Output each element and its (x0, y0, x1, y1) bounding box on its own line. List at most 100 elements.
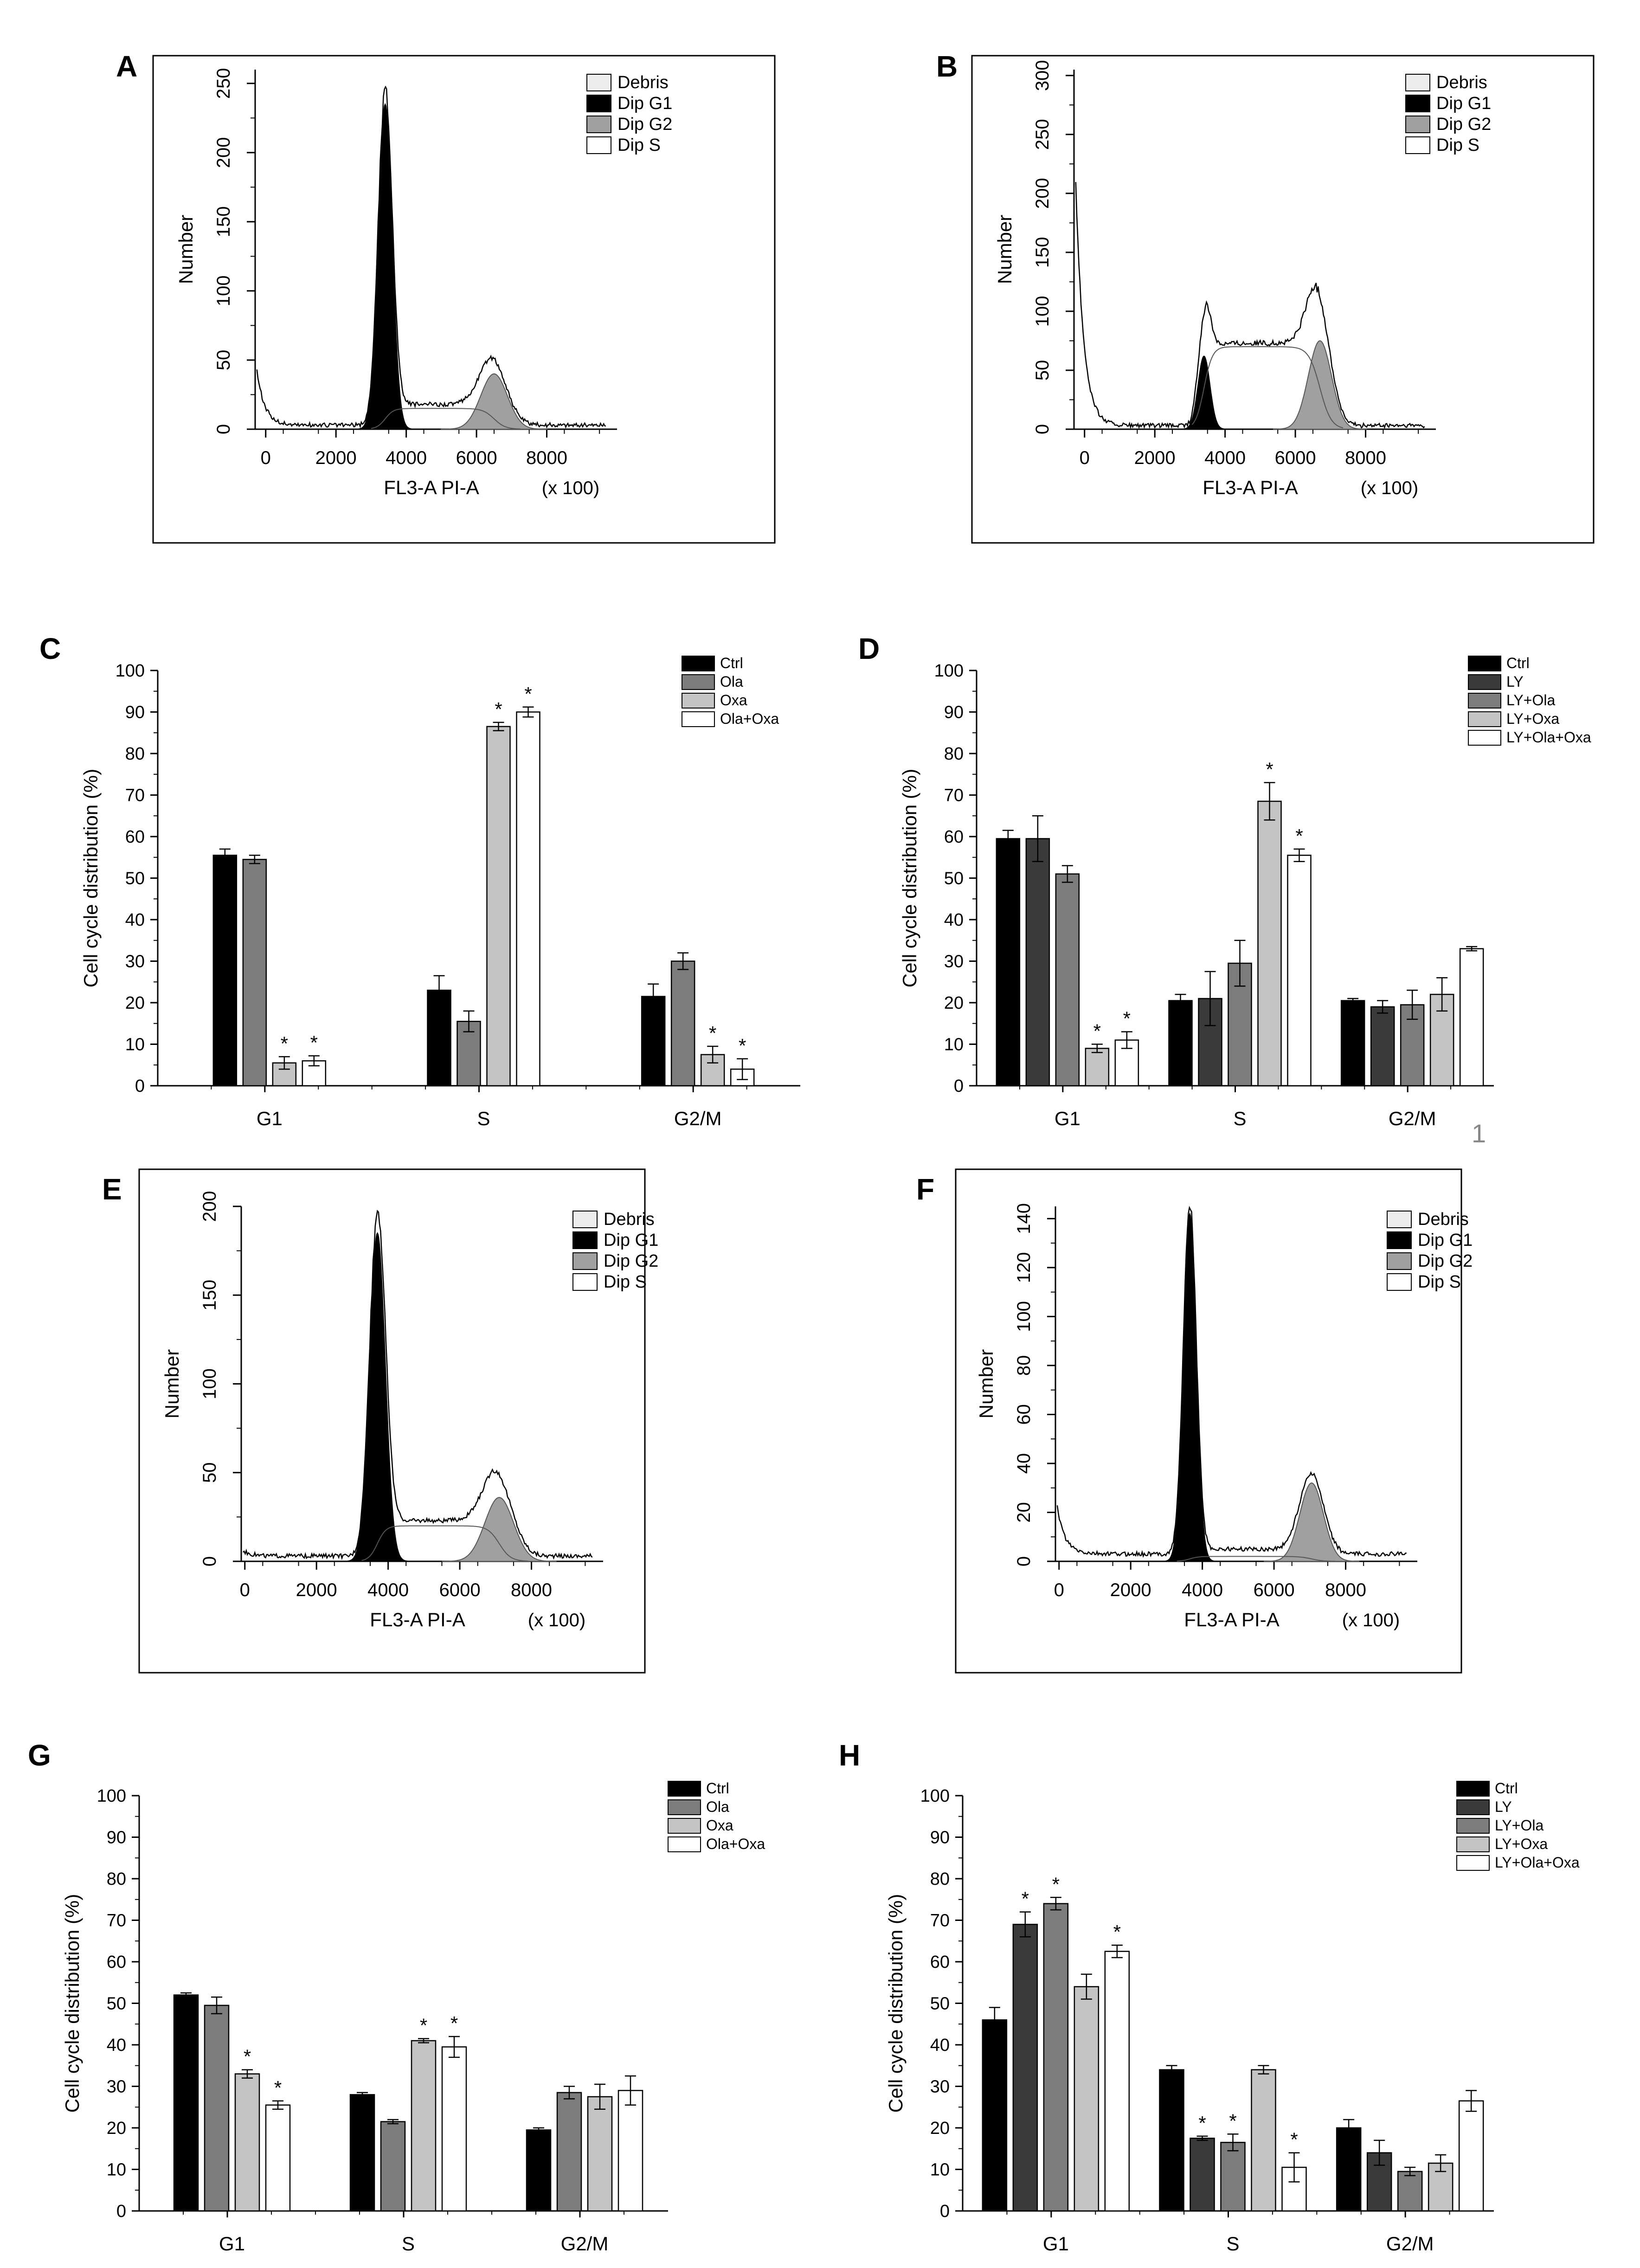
legend-swatch (1468, 730, 1501, 746)
x-tick-label: 4000 (367, 1580, 409, 1600)
legend-label: Dip G1 (1418, 1231, 1473, 1250)
legend-label: Dip G1 (1436, 94, 1491, 113)
x-tick-label: G1 (257, 1108, 283, 1129)
bar-oxa (587, 2096, 613, 2212)
legend-swatch (1468, 693, 1501, 709)
y-tick-label: 20 (125, 993, 145, 1013)
legend-swatch (572, 1273, 598, 1291)
y-tick-label: 250 (1032, 119, 1053, 150)
x-tick-label: S (477, 1108, 490, 1129)
g2-peak (442, 1497, 557, 1562)
y-tick-label: 80 (1014, 1355, 1034, 1376)
y-tick-label: 0 (1032, 424, 1053, 434)
y-tick-label: 20 (1014, 1502, 1034, 1523)
y-tick-label: 40 (944, 910, 964, 930)
y-tick-label: 60 (125, 827, 145, 847)
x-tick-label: 4000 (1182, 1580, 1223, 1600)
bar-ly (1025, 838, 1050, 1087)
bar-ly-oxa (1085, 1048, 1110, 1087)
histogram-envelope (1056, 1205, 1407, 1558)
y-tick-label: 100 (1032, 296, 1053, 327)
legend-swatch (668, 1818, 701, 1834)
bar-ly-ola-oxa (1458, 2100, 1484, 2212)
bar-ctrl (427, 989, 451, 1087)
y-tick-label: 100 (920, 1786, 950, 1806)
x-multiplier: (x 100) (1342, 1610, 1400, 1630)
significance-star: * (1052, 1873, 1060, 1895)
x-tick-label: 2000 (1110, 1580, 1151, 1600)
legend-label: LY+Ola (1495, 1817, 1544, 1834)
y-tick-label: 80 (930, 1869, 950, 1889)
legend-swatch (1468, 711, 1501, 727)
legend-swatch (572, 1252, 598, 1270)
x-tick-label: 8000 (511, 1580, 552, 1600)
y-tick-label: 90 (944, 703, 964, 722)
x-tick-label: 0 (1080, 448, 1090, 468)
x-tick-label: S (1233, 1108, 1246, 1129)
bar-ly-ola (1043, 1903, 1069, 2212)
x-tick-label: G2/M (674, 1108, 722, 1129)
y-tick-label: 50 (199, 1463, 220, 1483)
bar-ola-oxa (516, 711, 540, 1087)
bar-ly (1190, 2138, 1215, 2212)
x-tick-label: 8000 (526, 448, 567, 468)
bar-ola-oxa (265, 2104, 291, 2212)
bar-oxa (486, 726, 511, 1087)
legend-swatch (1456, 1855, 1490, 1871)
bar-ctrl (1336, 2127, 1362, 2212)
panel-letter: G (28, 1739, 51, 1772)
bar-ly (1370, 1006, 1395, 1087)
bar-ly (1012, 1924, 1038, 2212)
y-tick-label: 90 (107, 1828, 126, 1848)
histogram-envelope (243, 1210, 593, 1560)
bar-oxa (234, 2073, 260, 2212)
legend-label: Dip G2 (1436, 115, 1491, 134)
legend-label: Ola+Oxa (706, 1836, 765, 1852)
g2-peak (1263, 1482, 1360, 1562)
legend-label: LY+Oxa (1495, 1836, 1548, 1852)
y-tick-label: 60 (930, 1952, 950, 1972)
significance-star: * (420, 2015, 427, 2036)
x-axis-label: FL3-A PI-A (384, 477, 479, 498)
legend-swatch (572, 1211, 598, 1228)
legend-swatch (586, 95, 611, 112)
y-tick-label: 20 (944, 993, 964, 1013)
legend-label: Dip S (617, 135, 661, 155)
x-tick-label: 4000 (386, 448, 427, 468)
y-tick-label: 90 (930, 1828, 950, 1848)
y-tick-label: 70 (107, 1911, 126, 1931)
significance-star: * (1022, 1888, 1029, 1910)
significance-star: * (281, 1032, 288, 1054)
bar-ctrl (349, 2094, 375, 2212)
legend-swatch (1387, 1252, 1412, 1270)
legend-label: LY (1506, 673, 1524, 690)
y-tick-label: 30 (930, 2077, 950, 2097)
legend-label: LY+Ola+Oxa (1506, 729, 1591, 746)
g1-peak (1179, 355, 1228, 430)
y-tick-label: 20 (107, 2119, 126, 2138)
bar-ctrl (1340, 1000, 1365, 1087)
y-tick-label: 70 (125, 786, 145, 805)
bar-ly-oxa (1074, 1986, 1100, 2212)
y-tick-label: 60 (107, 1952, 126, 1972)
legend-swatch (586, 74, 611, 91)
x-tick-label: 8000 (1325, 1580, 1366, 1600)
legend-label: Ola (720, 673, 743, 690)
y-tick-label: 50 (213, 350, 234, 371)
y-tick-label: 0 (940, 2202, 950, 2221)
bar-ctrl (1168, 1000, 1193, 1087)
x-axis-label: FL3-A PI-A (1203, 477, 1298, 498)
panel-letter: H (839, 1739, 860, 1772)
legend-label: Ctrl (706, 1780, 729, 1797)
legend-swatch (572, 1231, 598, 1249)
y-tick-label: 80 (125, 744, 145, 764)
significance-star: * (310, 1032, 318, 1054)
x-tick-label: 6000 (439, 1580, 481, 1600)
x-tick-label: G1 (1043, 2233, 1069, 2255)
significance-star: * (1290, 2129, 1298, 2151)
y-tick-label: 0 (116, 2202, 126, 2221)
y-tick-label: 10 (930, 2160, 950, 2180)
y-tick-label: 20 (930, 2119, 950, 2138)
g1-peak (356, 103, 414, 430)
significance-star: * (274, 2077, 282, 2099)
